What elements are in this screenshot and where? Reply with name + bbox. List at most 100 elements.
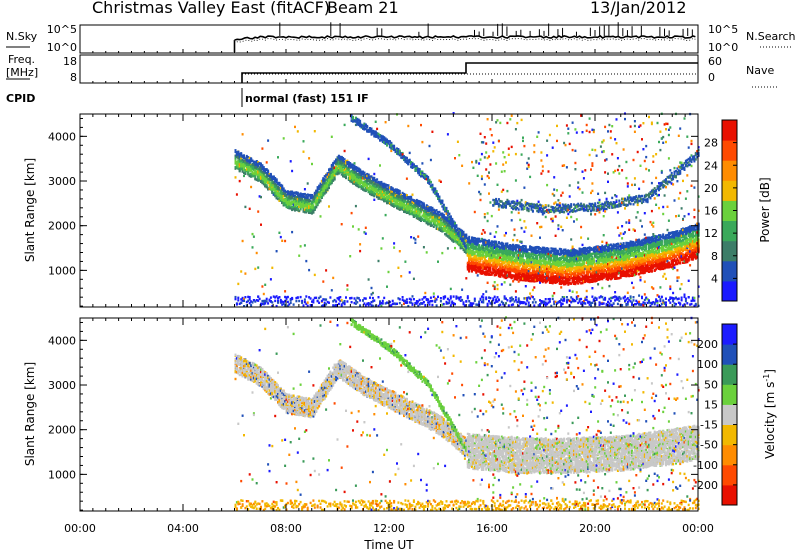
power-cell (238, 169, 241, 173)
power-cell (488, 155, 490, 158)
power-cell (322, 192, 325, 195)
power-cell (354, 177, 357, 181)
power-cell (271, 177, 274, 181)
power-cell (252, 161, 255, 164)
power-cell (370, 293, 373, 296)
power-cell (241, 299, 244, 302)
power-cell (312, 195, 315, 199)
power-cell (254, 175, 257, 179)
power-cell (319, 199, 322, 202)
power-cell (267, 180, 270, 183)
power-cell (260, 175, 262, 179)
power-cell (435, 304, 438, 307)
power-cell (376, 193, 379, 196)
power-cell (427, 175, 430, 179)
power-cell (374, 185, 377, 189)
power-cell (374, 183, 377, 186)
power-cell (278, 195, 281, 198)
power-cell (485, 290, 488, 293)
power-cell (340, 168, 343, 171)
power-cell (328, 186, 330, 190)
power-cell (359, 168, 362, 172)
power-cell (302, 209, 305, 212)
power-cell (486, 118, 489, 121)
power-cell (305, 204, 308, 208)
power-cell (315, 198, 318, 201)
power-cell (390, 192, 393, 195)
power-cell (386, 195, 388, 198)
power-cell (301, 197, 304, 200)
power-cell (284, 295, 287, 299)
power-cell (251, 159, 254, 162)
power-cell (360, 177, 363, 181)
power-cell (323, 192, 326, 195)
power-cell (478, 190, 481, 194)
power-cell (366, 184, 369, 187)
power-cell (289, 198, 292, 201)
power-cell (248, 167, 251, 170)
power-cell (442, 203, 445, 207)
power-cell (322, 182, 325, 185)
power-cell (322, 280, 325, 283)
power-cell (383, 185, 386, 189)
power-cell (261, 167, 264, 171)
power-cell (295, 206, 298, 210)
power-cell (330, 179, 333, 182)
nsky-tick-top: 10^5 (47, 23, 77, 36)
power-cell (381, 302, 384, 305)
power-cell (252, 235, 255, 238)
power-cell (264, 182, 267, 186)
power-cell (301, 193, 304, 196)
power-cell (328, 169, 330, 172)
power-cell (403, 203, 405, 206)
power-cell (391, 299, 394, 303)
power-cell (363, 231, 366, 234)
power-cell (486, 219, 489, 223)
power-cell (381, 299, 384, 303)
power-cell (339, 296, 342, 299)
power-cell (234, 149, 237, 152)
power-cell (309, 209, 312, 213)
power-cell (428, 144, 431, 148)
power-cell (313, 199, 316, 203)
power-cell (238, 163, 241, 166)
power-cell (439, 297, 442, 300)
power-cell (414, 241, 417, 244)
power-cell (377, 192, 380, 196)
power-cell (243, 297, 245, 301)
power-cell (346, 169, 349, 173)
power-cell (332, 176, 335, 179)
power-cell (352, 164, 354, 167)
power-cell (238, 302, 241, 305)
power-cell (346, 167, 349, 170)
power-cell (401, 296, 404, 299)
power-cell (473, 210, 476, 214)
power-cell (264, 175, 267, 178)
power-cell (257, 295, 260, 298)
power-cell (250, 304, 253, 307)
power-cell (404, 206, 407, 210)
power-cell (471, 160, 473, 164)
power-cell (380, 182, 383, 185)
power-cell (398, 151, 401, 155)
power-cell (364, 124, 367, 128)
power-cell (340, 156, 343, 159)
power-cell (238, 165, 241, 169)
power-cell (383, 141, 386, 144)
nave-tick-top: 60 (708, 55, 722, 68)
power-cell (244, 205, 247, 209)
power-cell (380, 187, 383, 191)
power-cell (374, 130, 377, 134)
power-cell (374, 120, 377, 123)
power-cell (269, 278, 272, 281)
power-cell (254, 163, 257, 167)
power-cell (325, 191, 328, 194)
power-cell (420, 123, 422, 127)
power-cell (251, 232, 254, 236)
power-cell (261, 174, 264, 177)
power-cell (449, 287, 452, 291)
power-cell (264, 178, 267, 182)
power-cell (373, 192, 376, 195)
power-cell (309, 297, 312, 300)
power-cell (296, 296, 299, 299)
